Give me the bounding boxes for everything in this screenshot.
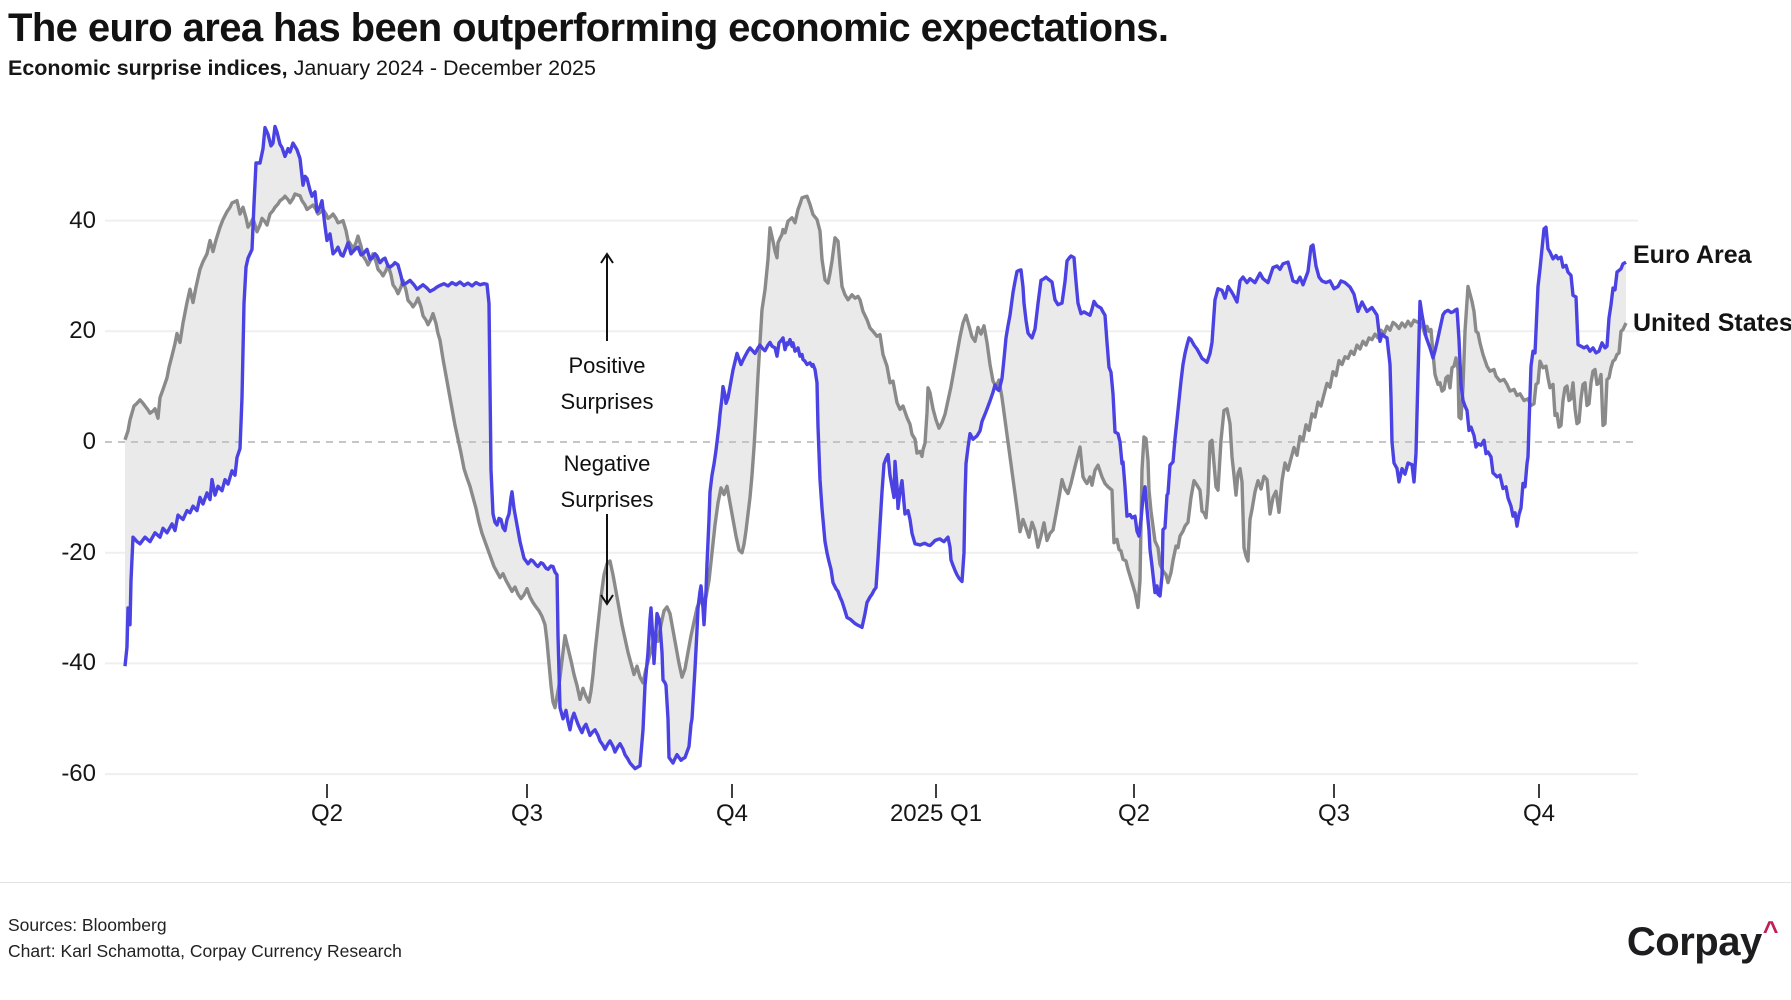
x-axis-label: Q2 (1117, 800, 1151, 827)
surprise-gap-band (125, 126, 1626, 769)
x-axis-label: Q2 (310, 800, 344, 827)
x-axis-label: Q3 (1317, 800, 1351, 827)
y-axis-label: 20 (69, 317, 96, 345)
x-axis-label: Q4 (1522, 800, 1556, 827)
down-arrow-icon-head (600, 594, 614, 606)
x-axis-label: 2025 Q1 (889, 800, 983, 827)
subtitle-bold: Economic surprise indices, (8, 56, 288, 80)
y-axis-label: -60 (61, 760, 96, 788)
corpay-caret-icon: ^ (1762, 916, 1779, 946)
corpay-logo: Corpay^ (1626, 916, 1779, 965)
euro-area-series-label: Euro Area (1633, 241, 1752, 269)
united-states-series-label: United States (1633, 309, 1791, 337)
economic-surprise-chart (105, 124, 1638, 798)
annotation-line: Surprises (560, 487, 654, 512)
negative-surprises-annotation: Negative Surprises (497, 446, 717, 518)
x-axis-label: Q3 (510, 800, 544, 827)
annotation-line: Negative (563, 451, 651, 476)
y-axis-label: -40 (61, 649, 96, 677)
positive-surprises-annotation: Positive Surprises (497, 348, 717, 420)
up-arrow-icon-head (600, 252, 614, 264)
y-axis-label: 40 (69, 206, 96, 234)
euro-area-line (123, 124, 1627, 771)
subtitle-dates: January 2024 - December 2025 (287, 56, 596, 80)
y-axis-label: 0 (82, 428, 96, 455)
page-subtitle: Economic surprise indices, January 2024 … (8, 56, 596, 81)
sources-text: Sources: Bloomberg (8, 915, 167, 935)
x-axis-label: Q4 (715, 800, 749, 827)
annotation-line: Surprises (560, 389, 654, 414)
annotation-line: Positive (568, 353, 646, 378)
corpay-logo-text: Corpay (1626, 920, 1762, 964)
y-axis-label: -20 (61, 538, 96, 566)
page-title: The euro area has been outperforming eco… (8, 6, 1169, 50)
chart-credit-text: Chart: Karl Schamotta, Corpay Currency R… (8, 941, 402, 961)
united-states-line (123, 192, 1628, 710)
footer-divider (0, 882, 1791, 883)
